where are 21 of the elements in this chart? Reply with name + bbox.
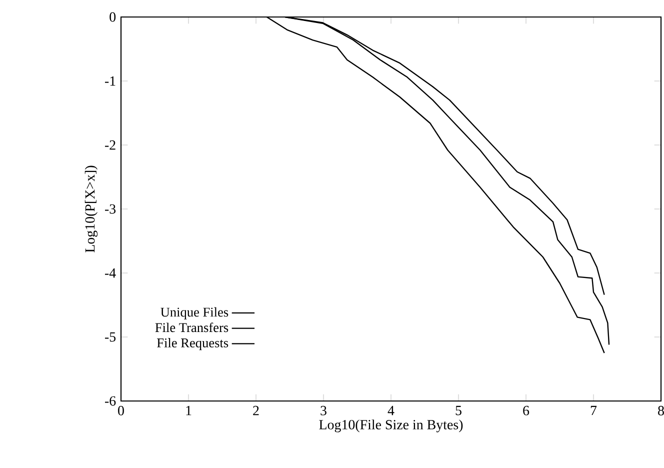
y-tick-label: 0 — [110, 12, 116, 22]
legend-label: File Transfers — [155, 322, 228, 332]
x-tick-label: 6 — [523, 406, 530, 416]
x-tick-label: 0 — [118, 406, 124, 416]
y-axis-title: Log10(P[X>x]) — [84, 166, 98, 252]
x-axis-title: Log10(File Size in Bytes) — [319, 420, 463, 432]
y-tick-label: -1 — [104, 76, 116, 86]
y-tick-label: -3 — [104, 204, 116, 214]
y-tick-label: -2 — [104, 140, 116, 150]
x-tick-label: 8 — [658, 406, 664, 416]
x-tick-label: 3 — [320, 406, 326, 416]
x-tick-label: 4 — [388, 406, 394, 416]
x-tick-label: 2 — [253, 406, 259, 416]
x-tick-label: 7 — [590, 406, 597, 416]
y-tick-label: -6 — [104, 396, 116, 406]
legend-label: Unique Files — [160, 307, 228, 320]
x-tick-label: 1 — [186, 406, 192, 416]
y-tick-label: -4 — [104, 268, 116, 278]
y-tick-label: -5 — [104, 332, 116, 342]
legend-label: File Requests — [157, 338, 228, 350]
x-tick-label: 5 — [456, 406, 462, 416]
